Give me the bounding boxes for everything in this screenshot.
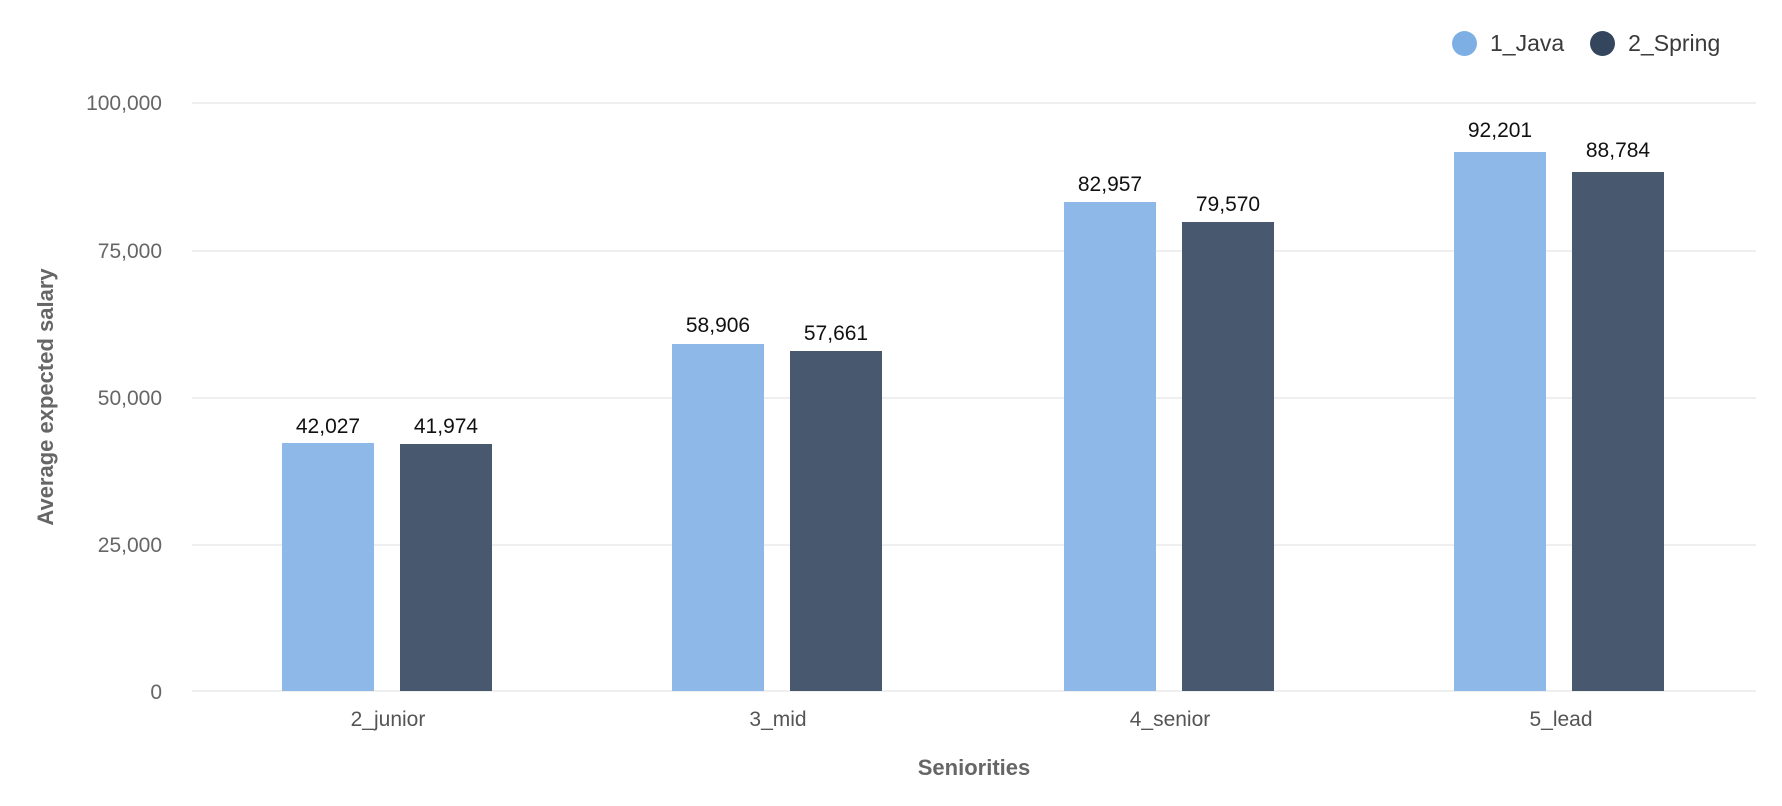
legend-dot-icon — [1452, 31, 1477, 56]
y-tick-label: 50,000 — [97, 387, 162, 410]
y-tick-label: 0 — [150, 681, 162, 704]
bar-spring-mid[interactable] — [790, 351, 882, 691]
gridline-100000 — [192, 102, 1756, 104]
gridline-0 — [192, 690, 1756, 692]
legend-label: 1_Java — [1490, 30, 1565, 56]
bar-value-label: 79,570 — [1195, 193, 1261, 216]
legend-label: 2_Spring — [1628, 30, 1721, 56]
bar-spring-lead[interactable] — [1572, 172, 1664, 691]
gridline-25000 — [192, 544, 1756, 546]
bar-java-senior[interactable] — [1064, 202, 1156, 691]
bar-value-label: 92,201 — [1467, 119, 1533, 142]
y-tick-label: 25,000 — [97, 534, 162, 557]
legend-item-java[interactable]: 1_Java — [1452, 30, 1564, 57]
x-tick-label: 4_senior — [1129, 708, 1211, 731]
gridline-50000 — [192, 397, 1756, 399]
x-tick-label: 3_mid — [749, 708, 807, 731]
bar-java-junior[interactable] — [282, 443, 374, 691]
bar-spring-senior[interactable] — [1182, 222, 1274, 691]
legend-item-spring[interactable]: 2_Spring — [1590, 30, 1720, 57]
y-tick-label: 100,000 — [86, 92, 162, 115]
bar-java-mid[interactable] — [672, 344, 764, 691]
bar-value-label: 58,906 — [685, 314, 751, 337]
y-tick-label: 75,000 — [97, 240, 162, 263]
y-axis-title: Average expected salary — [33, 268, 58, 526]
bar-value-label: 41,974 — [413, 415, 479, 438]
x-axis-title: Seniorities — [917, 755, 1031, 780]
x-tick-label: 2_junior — [350, 708, 426, 731]
bar-spring-junior[interactable] — [400, 444, 492, 691]
bar-java-lead[interactable] — [1454, 152, 1546, 691]
legend-dot-icon — [1590, 31, 1616, 56]
bar-value-label: 82,957 — [1077, 173, 1143, 196]
gridline-75000 — [192, 250, 1756, 252]
x-tick-label: 5_lead — [1529, 708, 1593, 731]
legend: 1_Java 2_Spring — [1452, 30, 1746, 57]
bar-value-label: 57,661 — [803, 322, 869, 345]
bar-value-label: 42,027 — [295, 415, 361, 438]
bar-value-label: 88,784 — [1585, 139, 1651, 162]
